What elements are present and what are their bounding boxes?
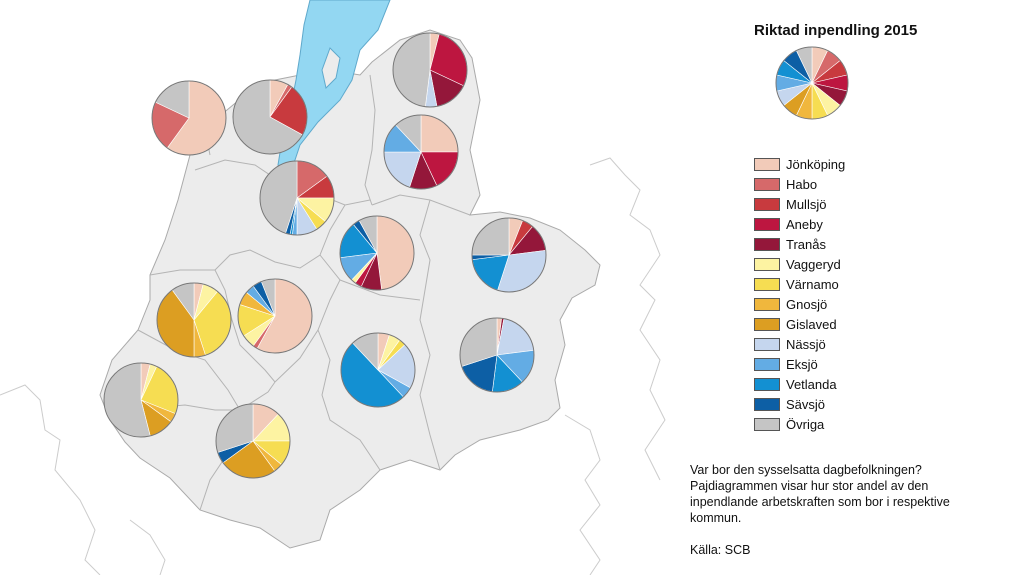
pie-gislaved	[156, 282, 232, 358]
legend-label: Gislaved	[786, 316, 837, 332]
legend-swatch	[754, 157, 780, 171]
legend-item: Jönköping	[754, 154, 845, 174]
municipality-border	[317, 329, 381, 471]
legend-label: Gnosjö	[786, 296, 828, 312]
pie-värnamo	[215, 403, 291, 479]
legend-swatch	[754, 317, 780, 331]
lake-vattern	[277, 0, 391, 180]
legend-swatch	[754, 357, 780, 371]
municipality-border	[364, 74, 376, 206]
pie-outline	[340, 332, 416, 408]
legend-swatch	[754, 417, 780, 431]
neighbour-border-line	[0, 384, 101, 575]
pie-outline	[151, 80, 227, 156]
legend-item: Aneby	[754, 214, 845, 234]
legend-label: Jönköping	[786, 156, 846, 172]
legend-swatch	[754, 237, 780, 251]
legend-item: Tranås	[754, 234, 845, 254]
pie-gnosjö	[103, 362, 179, 438]
legend-label: Övriga	[786, 416, 825, 432]
pie-jönköping	[259, 160, 335, 236]
pie-outline	[237, 278, 313, 354]
pie-outline	[339, 215, 415, 291]
legend: Jönköping Habo Mullsjö Aneby Tranås Vaggeryd V…	[754, 154, 845, 434]
pie-outline	[156, 282, 232, 358]
pie-outline	[459, 317, 535, 393]
municipality-border	[274, 254, 341, 383]
legend-label: Aneby	[786, 216, 823, 232]
legend-label: Nässjö	[786, 336, 826, 352]
pie-outline	[471, 217, 547, 293]
pie-outline	[775, 46, 849, 120]
legend-item: Sävsjö	[754, 394, 845, 414]
legend-swatch	[754, 197, 780, 211]
legend-item: Övriga	[754, 414, 845, 434]
pie-sävsjö	[459, 317, 535, 393]
municipality-border	[371, 194, 471, 216]
legend-item: Gnosjö	[754, 294, 845, 314]
municipality-border	[137, 329, 241, 411]
legend-label: Vaggeryd	[786, 256, 841, 272]
legend-swatch	[754, 377, 780, 391]
neighbour-border-line	[589, 157, 666, 481]
pie-vaggeryd	[237, 278, 313, 354]
pie-outline	[259, 160, 335, 236]
legend-swatch	[754, 217, 780, 231]
pie-aneby	[392, 32, 468, 108]
legend-swatch	[754, 397, 780, 411]
legend-item: Mullsjö	[754, 194, 845, 214]
source-text: Källa: SCB	[690, 543, 751, 557]
legend-swatch	[754, 337, 780, 351]
legend-item: Eksjö	[754, 354, 845, 374]
legend-item: Värnamo	[754, 274, 845, 294]
legend-item: Gislaved	[754, 314, 845, 334]
legend-title: Riktad inpendling 2015	[754, 22, 918, 39]
pie-outline	[103, 362, 179, 438]
neighbour-border-line	[564, 414, 601, 575]
legend-label: Mullsjö	[786, 196, 827, 212]
map-note: Var bor den sysselsatta dagbefolkningen?…	[690, 462, 990, 558]
pie-mullsjö	[232, 79, 308, 155]
pie-habo	[151, 80, 227, 156]
legend-swatch	[754, 277, 780, 291]
pie-nässjö	[339, 215, 415, 291]
island-visingso	[321, 47, 341, 89]
legend-swatch	[754, 297, 780, 311]
legend-label: Tranås	[786, 236, 826, 252]
pie-tranås	[383, 114, 459, 190]
municipality-border	[214, 204, 346, 271]
note-text: Var bor den sysselsatta dagbefolkningen?…	[690, 463, 950, 525]
municipality-border	[339, 279, 421, 301]
pie-vetlanda	[340, 332, 416, 408]
neighbour-border-line	[129, 519, 166, 575]
pie-outline	[232, 79, 308, 155]
legend-item: Vaggeryd	[754, 254, 845, 274]
municipality-border	[419, 199, 441, 471]
legend-swatch	[754, 177, 780, 191]
pie-outline	[215, 403, 291, 479]
legend-label: Eksjö	[786, 356, 818, 372]
legend-swatch	[754, 257, 780, 271]
legend-label: Värnamo	[786, 276, 839, 292]
pie-eksjö	[471, 217, 547, 293]
legend-label: Habo	[786, 176, 818, 192]
pie-legend	[775, 46, 849, 120]
pie-outline	[392, 32, 468, 108]
legend-label: Vetlanda	[786, 376, 837, 392]
legend-item: Vetlanda	[754, 374, 845, 394]
pie-outline	[383, 114, 459, 190]
legend-label: Sävsjö	[786, 396, 826, 412]
municipality-border	[149, 269, 276, 383]
legend-item: Habo	[754, 174, 845, 194]
legend-item: Nässjö	[754, 334, 845, 354]
